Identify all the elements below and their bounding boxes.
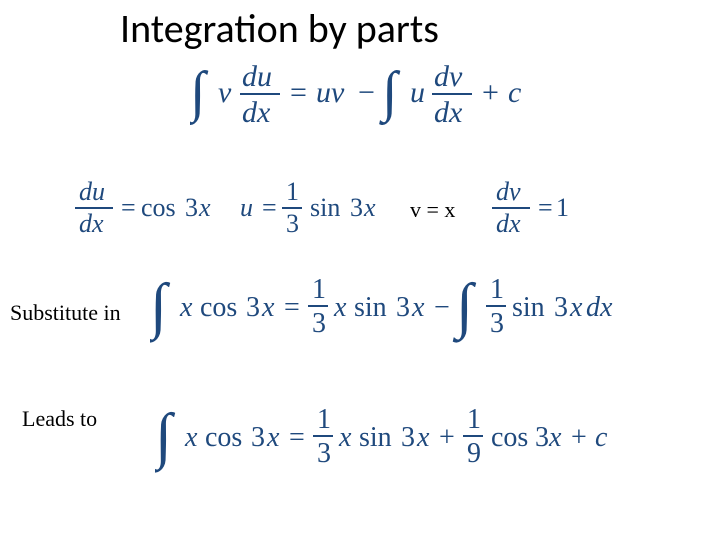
svg-text:3: 3 (396, 292, 410, 323)
svg-text:cos: cos (141, 193, 176, 222)
svg-text:c: c (595, 422, 608, 453)
svg-text:3: 3 (317, 438, 331, 469)
equation-u: u = 1 3 sin 3 x (240, 178, 410, 238)
svg-text:du: du (242, 60, 272, 93)
svg-text:c: c (508, 76, 521, 109)
svg-text:du: du (79, 178, 105, 206)
svg-text:u: u (240, 193, 253, 222)
svg-text:∫: ∫ (190, 61, 209, 126)
svg-text:sin: sin (310, 193, 340, 222)
equation-formula: ∫ v du dx = uv − ∫ u dv dx + c (190, 58, 550, 130)
svg-text:=: = (262, 193, 277, 222)
page-title: Integration by parts (120, 4, 439, 53)
svg-text:=: = (538, 193, 553, 222)
svg-text:uv: uv (316, 76, 345, 109)
svg-text:=: = (290, 76, 307, 109)
svg-text:∫: ∫ (379, 61, 401, 126)
svg-text:x: x (198, 193, 211, 222)
svg-text:1: 1 (556, 193, 569, 222)
svg-text:−: − (358, 76, 375, 109)
svg-text:3: 3 (535, 422, 549, 453)
svg-text:sin: sin (354, 292, 387, 323)
svg-text:3: 3 (286, 209, 299, 238)
equation-du-dx: du dx = cos 3 x (75, 178, 245, 238)
svg-text:x: x (333, 292, 347, 323)
svg-text:dv: dv (496, 178, 521, 206)
label-leads-to: Leads to (22, 406, 97, 432)
svg-text:sin: sin (359, 422, 392, 453)
svg-text:v: v (218, 76, 232, 109)
svg-text:x: x (548, 422, 562, 453)
svg-text:∫: ∫ (155, 402, 176, 473)
svg-text:=: = (284, 292, 300, 323)
svg-text:x: x (179, 292, 193, 323)
svg-text:x: x (338, 422, 352, 453)
svg-text:x: x (411, 292, 425, 323)
svg-text:=: = (289, 422, 305, 453)
svg-text:+: + (482, 76, 499, 109)
svg-text:dx: dx (242, 96, 271, 129)
svg-text:3: 3 (312, 308, 326, 339)
svg-text:3: 3 (490, 308, 504, 339)
svg-text:cos: cos (205, 422, 242, 453)
svg-text:dx: dx (79, 209, 104, 238)
svg-text:3: 3 (350, 193, 363, 222)
svg-text:sin: sin (512, 292, 545, 323)
svg-text:3: 3 (246, 292, 260, 323)
svg-text:dx: dx (434, 96, 463, 129)
svg-text:x: x (184, 422, 198, 453)
svg-text:cos: cos (491, 422, 528, 453)
svg-text:1: 1 (286, 178, 299, 206)
svg-text:9: 9 (467, 438, 481, 469)
svg-text:∫: ∫ (150, 272, 171, 343)
svg-text:+: + (439, 422, 455, 453)
svg-text:3: 3 (185, 193, 198, 222)
slide: Integration by parts ∫ v du dx = uv − ∫ … (0, 0, 720, 540)
svg-text:+: + (571, 422, 587, 453)
equation-result: ∫ x cos 3 x = 1 3 x sin 3 x + 1 9 cos (155, 400, 675, 478)
svg-text:=: = (121, 193, 136, 222)
svg-text:1: 1 (312, 274, 326, 305)
svg-text:x: x (266, 422, 280, 453)
svg-text:dv: dv (434, 60, 463, 93)
svg-text:cos: cos (200, 292, 237, 323)
svg-text:∫: ∫ (452, 272, 477, 343)
svg-text:x: x (569, 292, 583, 323)
svg-text:1: 1 (317, 404, 331, 435)
svg-text:1: 1 (467, 404, 481, 435)
svg-text:u: u (410, 76, 425, 109)
svg-text:3: 3 (554, 292, 568, 323)
svg-text:x: x (261, 292, 275, 323)
label-substitute-in: Substitute in (10, 300, 121, 326)
svg-text:3: 3 (251, 422, 265, 453)
svg-text:x: x (363, 193, 376, 222)
svg-text:3: 3 (401, 422, 415, 453)
svg-text:dx: dx (496, 209, 521, 238)
svg-text:dx: dx (586, 292, 613, 323)
svg-text:−: − (434, 292, 450, 323)
svg-text:x: x (416, 422, 430, 453)
svg-text:1: 1 (490, 274, 504, 305)
equation-dv-dx: dv dx = 1 (492, 178, 592, 238)
equation-substitute: ∫ x cos 3 x = 1 3 x sin 3 x − ∫ 1 3 (150, 270, 670, 348)
label-v-equals-x: v = x (410, 197, 455, 223)
